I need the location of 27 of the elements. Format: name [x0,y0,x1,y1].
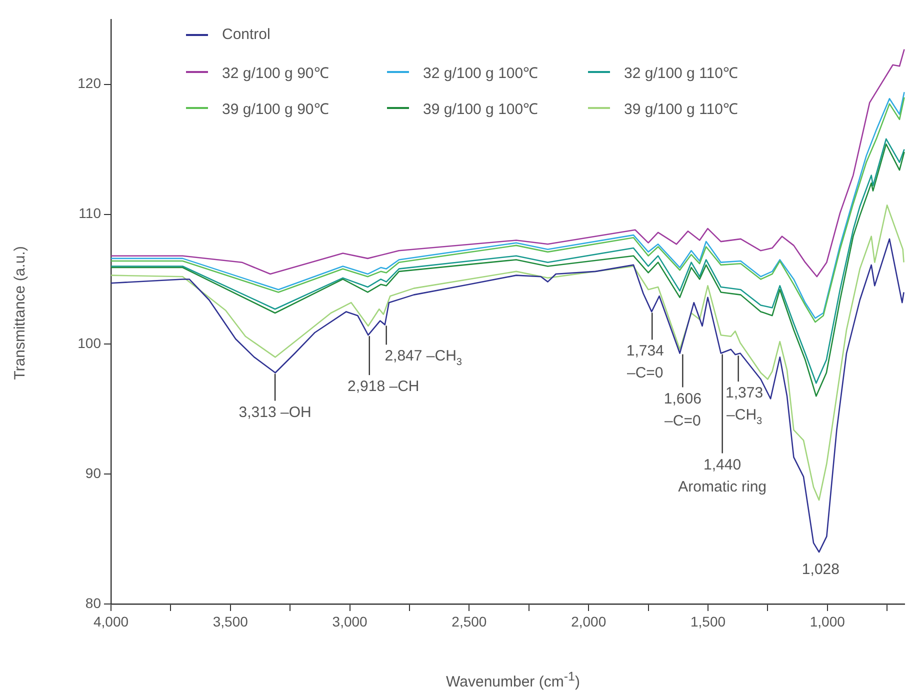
annotation: 3,313 –OH [238,404,312,421]
legend-label: 39 g/100 g 110℃ [624,100,738,118]
y-tick-label: 120 [78,75,102,92]
x-tick-label: 3,000 [332,613,368,630]
annotation: 1,440 Aromatic ring [678,456,766,496]
annotation: 1,028 [802,561,840,578]
y-tick-label: 110 [78,205,102,222]
y-tick-label: 80 [85,594,102,611]
x-tick-label: 2,000 [571,613,606,630]
annotation: 1,606 –C=0 [664,390,702,430]
legend-label: 39 g/100 g 100℃ [423,100,538,118]
x-axis-title: Wavenumber (cm$^{-1}$) [446,670,580,690]
x-tick-label: 1,000 [810,613,846,630]
y-axis-title: Transmittance (a.u.) [12,246,28,380]
legend-label: 32 g/100 g 100℃ [423,64,538,82]
x-tick-label: 4,000 [93,613,129,630]
legend-label: Control [222,26,270,43]
annotation: 1,734 –C=0 [626,342,664,382]
y-tick-label: 100 [78,335,102,352]
legend-label: 32 g/100 g 110℃ [624,64,738,82]
x-tick-label: 3,500 [212,613,248,630]
legend-label: 39 g/100 g 90℃ [222,100,329,118]
x-tick-label: 2,500 [452,613,487,630]
annotation: 2,918 –CH [348,378,420,396]
y-tick-label: 90 [85,464,102,481]
x-tick-label: 1,500 [690,613,726,630]
legend-label: 32 g/100 g 90℃ [222,64,329,82]
